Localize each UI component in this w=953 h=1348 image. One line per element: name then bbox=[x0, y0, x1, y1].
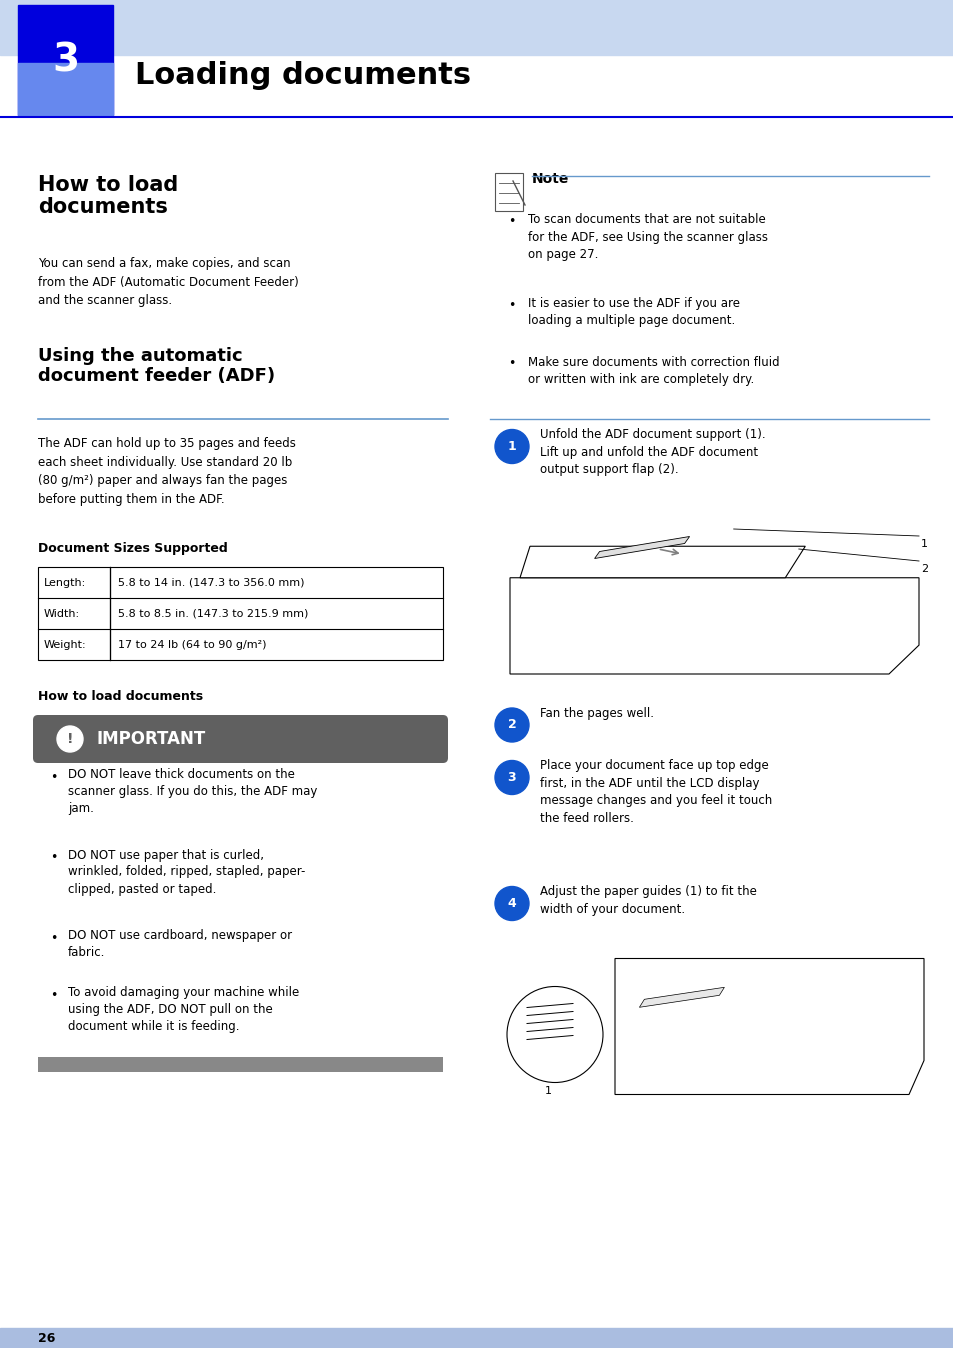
Text: Adjust the paper guides (1) to fit the
width of your document.: Adjust the paper guides (1) to fit the w… bbox=[539, 886, 756, 917]
Bar bbox=[18, 63, 112, 115]
Text: 26: 26 bbox=[38, 1332, 55, 1344]
Text: Note: Note bbox=[532, 173, 569, 186]
Polygon shape bbox=[519, 546, 804, 578]
Text: Place your document face up top edge
first, in the ADF until the LCD display
mes: Place your document face up top edge fir… bbox=[539, 759, 771, 825]
Text: •: • bbox=[50, 852, 57, 864]
FancyBboxPatch shape bbox=[33, 714, 448, 763]
Text: How to load
documents: How to load documents bbox=[38, 175, 178, 217]
Text: 1: 1 bbox=[507, 439, 516, 453]
Bar bbox=[495, 514, 928, 689]
Text: 3: 3 bbox=[507, 771, 516, 785]
Text: Width:: Width: bbox=[44, 608, 80, 619]
Text: DO NOT use cardboard, newspaper or
fabric.: DO NOT use cardboard, newspaper or fabri… bbox=[68, 929, 292, 958]
Text: Length:: Length: bbox=[44, 577, 86, 588]
Text: Unfold the ADF document support (1).
Lift up and unfold the ADF document
output : Unfold the ADF document support (1). Lif… bbox=[539, 429, 765, 476]
Text: !: ! bbox=[67, 732, 73, 745]
Text: Document Sizes Supported: Document Sizes Supported bbox=[38, 542, 228, 555]
Circle shape bbox=[495, 430, 529, 464]
Text: •: • bbox=[507, 298, 515, 311]
Text: 2: 2 bbox=[507, 718, 516, 732]
Text: Loading documents: Loading documents bbox=[135, 61, 471, 89]
Polygon shape bbox=[594, 537, 689, 558]
Text: 3: 3 bbox=[51, 40, 79, 80]
Text: IMPORTANT: IMPORTANT bbox=[96, 731, 205, 748]
Text: How to load documents: How to load documents bbox=[38, 690, 203, 704]
Text: 2: 2 bbox=[920, 563, 927, 574]
Text: To avoid damaging your machine while
using the ADF, DO NOT pull on the
document : To avoid damaging your machine while usi… bbox=[68, 985, 299, 1033]
Bar bbox=[495, 173, 522, 212]
Circle shape bbox=[495, 708, 529, 741]
Text: You can send a fax, make copies, and scan
from the ADF (Automatic Document Feede: You can send a fax, make copies, and sca… bbox=[38, 257, 298, 307]
Text: 1: 1 bbox=[920, 539, 927, 549]
Bar bbox=[495, 945, 928, 1104]
Bar bbox=[0, 1328, 953, 1348]
Text: •: • bbox=[507, 214, 515, 228]
Polygon shape bbox=[510, 578, 918, 674]
Circle shape bbox=[57, 727, 83, 752]
Text: DO NOT leave thick documents on the
scanner glass. If you do this, the ADF may
j: DO NOT leave thick documents on the scan… bbox=[68, 768, 317, 816]
Bar bbox=[38, 1057, 442, 1072]
Text: •: • bbox=[507, 357, 515, 371]
Bar bbox=[18, 5, 112, 115]
Bar bbox=[0, 0, 953, 55]
Polygon shape bbox=[615, 958, 923, 1095]
Bar bbox=[38, 568, 442, 661]
Text: 5.8 to 14 in. (147.3 to 356.0 mm): 5.8 to 14 in. (147.3 to 356.0 mm) bbox=[118, 577, 304, 588]
Text: 17 to 24 lb (64 to 90 g/m²): 17 to 24 lb (64 to 90 g/m²) bbox=[118, 639, 266, 650]
Text: •: • bbox=[50, 931, 57, 945]
Text: DO NOT use paper that is curled,
wrinkled, folded, ripped, stapled, paper-
clipp: DO NOT use paper that is curled, wrinkle… bbox=[68, 848, 305, 895]
Text: 5.8 to 8.5 in. (147.3 to 215.9 mm): 5.8 to 8.5 in. (147.3 to 215.9 mm) bbox=[118, 608, 308, 619]
Circle shape bbox=[506, 987, 602, 1082]
Text: 1: 1 bbox=[544, 1086, 552, 1096]
Text: Using the automatic
document feeder (ADF): Using the automatic document feeder (ADF… bbox=[38, 346, 274, 386]
Text: The ADF can hold up to 35 pages and feeds
each sheet individually. Use standard : The ADF can hold up to 35 pages and feed… bbox=[38, 437, 295, 506]
Text: It is easier to use the ADF if you are
loading a multiple page document.: It is easier to use the ADF if you are l… bbox=[527, 297, 740, 328]
Text: To scan documents that are not suitable
for the ADF, see Using the scanner glass: To scan documents that are not suitable … bbox=[527, 213, 767, 262]
Text: Fan the pages well.: Fan the pages well. bbox=[539, 706, 654, 720]
Text: •: • bbox=[50, 989, 57, 1002]
Polygon shape bbox=[639, 987, 723, 1007]
Circle shape bbox=[495, 887, 529, 921]
Circle shape bbox=[495, 760, 529, 794]
Text: 4: 4 bbox=[507, 896, 516, 910]
Text: •: • bbox=[50, 771, 57, 785]
Text: Weight:: Weight: bbox=[44, 639, 87, 650]
Text: Make sure documents with correction fluid
or written with ink are completely dry: Make sure documents with correction flui… bbox=[527, 356, 779, 386]
